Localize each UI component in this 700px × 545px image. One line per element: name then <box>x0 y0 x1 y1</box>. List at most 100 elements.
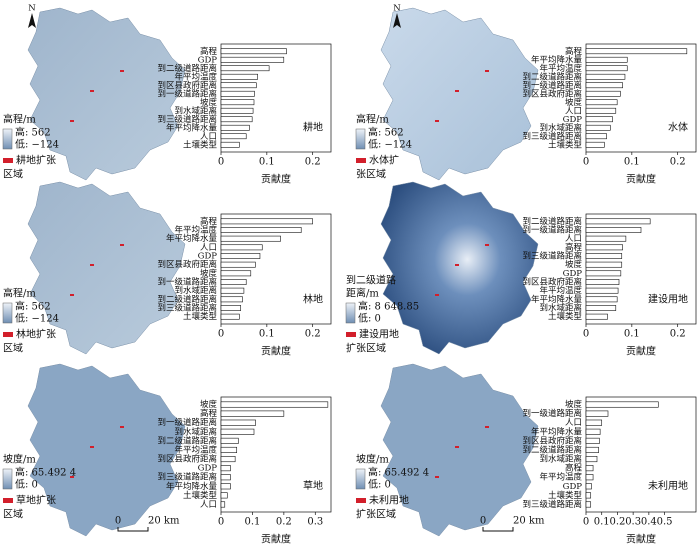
category-label: 年平均温度 <box>174 444 217 455</box>
legend-expansion <box>3 158 13 163</box>
category-label: 人口 <box>200 132 217 142</box>
expansion-patch <box>455 446 459 448</box>
bar <box>585 287 619 294</box>
x-tick-label: 0.1 <box>244 517 260 528</box>
bar <box>585 483 592 490</box>
legend-expansion <box>3 332 13 337</box>
category-label: 到一级道路距离 <box>157 88 217 99</box>
scale-label: 20 km <box>513 516 545 527</box>
x-axis-label: 贡献度 <box>261 173 291 186</box>
map-shape <box>27 7 186 181</box>
category-label: 到水域距离 <box>174 105 217 116</box>
category-label: 年平均降水量 <box>166 481 218 492</box>
legend-low: 低: 0 <box>15 478 38 491</box>
plot-frame <box>585 396 697 513</box>
category-label: 坡度 <box>200 97 218 108</box>
bar <box>220 124 250 131</box>
bar <box>585 141 605 148</box>
bar <box>220 133 247 140</box>
x-tick-label: 0 <box>218 517 224 528</box>
legend-low: 低: −124 <box>368 138 412 151</box>
x-axis-label: 贡献度 <box>261 533 291 545</box>
x-tick-label: 0.2 <box>670 157 686 168</box>
x-tick-label: 0.5 <box>657 517 673 528</box>
category-label: 高程 <box>565 46 583 57</box>
expansion-patch <box>90 264 94 266</box>
scale-label: 0 <box>480 516 486 527</box>
bar <box>585 82 623 89</box>
bar <box>220 107 254 114</box>
expansion-patch <box>90 90 94 92</box>
bar <box>585 65 628 72</box>
expansion-patch <box>120 70 124 72</box>
panel-label: 耕地 <box>303 121 323 134</box>
bar <box>585 73 626 80</box>
legend-low: 低: −124 <box>15 138 59 151</box>
scale-bar <box>482 527 514 532</box>
category-label: 年平均温度 <box>539 472 582 483</box>
expansion-patch <box>120 244 124 246</box>
north-label: N <box>393 4 401 14</box>
expansion-patch <box>90 446 94 448</box>
bar <box>220 279 247 285</box>
category-label: 到水域距离 <box>174 426 217 437</box>
legend-expansion-text: 区域 <box>3 168 23 181</box>
bar <box>220 48 287 55</box>
x-tick-label: 0.3 <box>625 517 641 528</box>
bar <box>585 227 642 233</box>
category-label: 高程 <box>565 463 583 474</box>
legend-expansion-text: 区域 <box>3 342 23 355</box>
bar <box>585 261 623 268</box>
category-label: 年平均降水量 <box>531 426 583 437</box>
bar <box>585 501 592 508</box>
x-tick-label: 0.1 <box>259 329 275 340</box>
scale-bar <box>117 527 149 532</box>
legend-expansion <box>356 498 366 503</box>
category-label: 土壤类型 <box>548 139 583 150</box>
category-label: 到三级道路距离 <box>522 251 582 262</box>
legend-high: 高: 65.492 4 <box>15 466 76 479</box>
category-label: 到一级道路距离 <box>522 225 582 236</box>
bar <box>585 492 592 499</box>
bar <box>220 99 255 106</box>
north-arrow <box>28 13 36 28</box>
category-label: 年平均降水量 <box>166 233 218 244</box>
bar <box>585 437 600 444</box>
category-label: 到一级道路距离 <box>157 277 217 288</box>
x-tick-label: 0.2 <box>305 157 321 168</box>
category-label: 到区县政府距离 <box>157 80 217 91</box>
category-label: GDP <box>198 55 218 65</box>
category-label: 到水域距离 <box>539 303 582 314</box>
legend-expansion <box>356 158 366 163</box>
scale-label: 0 <box>115 516 121 527</box>
x-tick-label: 0.3 <box>307 517 323 528</box>
bar <box>220 270 252 277</box>
bar <box>220 446 238 453</box>
expansion-patch <box>455 90 459 92</box>
x-tick-label: 0 <box>218 329 224 340</box>
category-label: 高程 <box>200 46 218 57</box>
bar <box>585 428 601 435</box>
bar <box>585 90 621 97</box>
legend-expansion-text: 建设用地 <box>359 328 399 341</box>
legend-title: 高程/m <box>3 287 36 300</box>
category-label: 到区县政府距离 <box>522 88 582 99</box>
legend-high: 高: 562 <box>15 300 51 313</box>
legend-title: 高程/m <box>356 113 389 126</box>
legend-expansion <box>3 498 13 503</box>
category-label: 土壤类型 <box>548 311 583 322</box>
category-label: GDP <box>198 252 218 262</box>
x-tick-label: 0.2 <box>276 517 292 528</box>
category-label: 土壤类型 <box>183 139 218 150</box>
category-label: 到三级道路距离 <box>157 114 217 125</box>
category-label: 到三级道路距离 <box>157 472 217 483</box>
category-label: 坡度 <box>565 259 583 270</box>
north-arrow <box>393 13 401 28</box>
category-label: 到三级道路距离 <box>157 303 217 314</box>
category-label: 人口 <box>200 243 217 253</box>
bar <box>220 73 258 80</box>
category-label: 土壤类型 <box>548 490 583 501</box>
bar <box>220 141 240 148</box>
category-label: 土壤类型 <box>183 311 218 322</box>
expansion-patch <box>120 426 124 428</box>
